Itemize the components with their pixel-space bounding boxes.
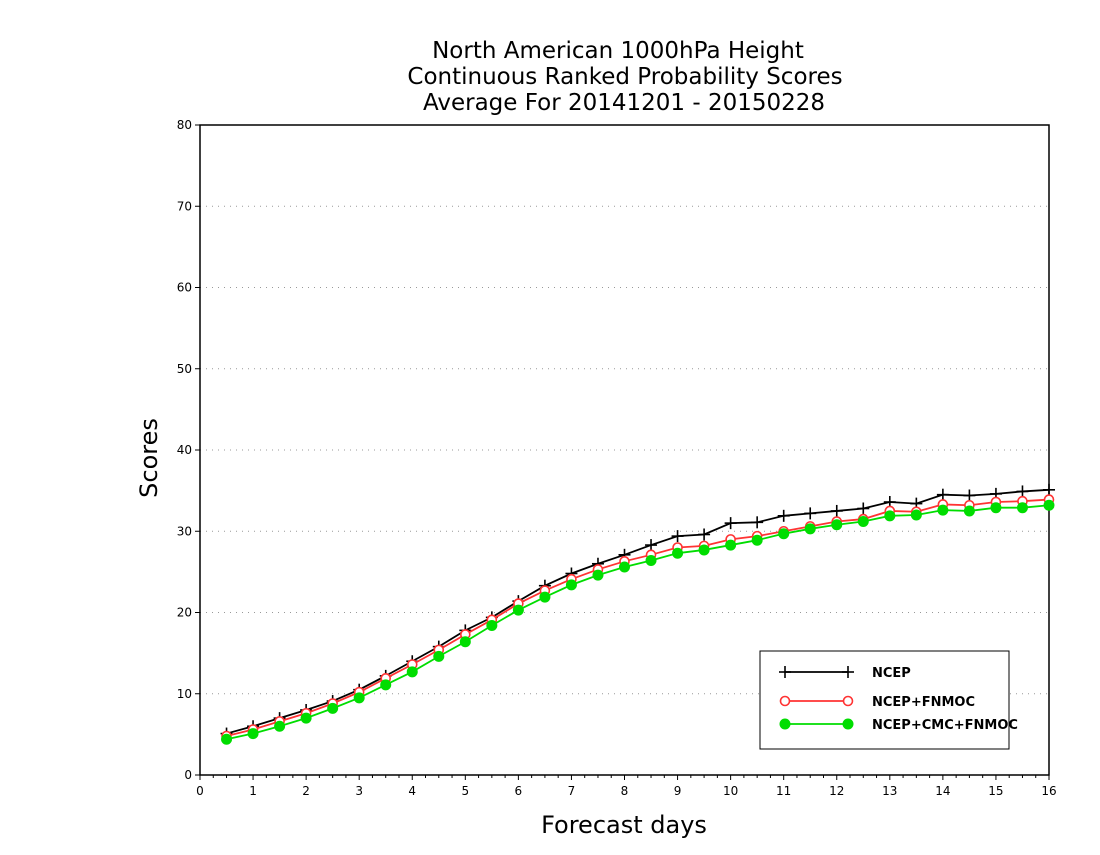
- chart-title-line-2: Continuous Ranked Probability Scores: [407, 64, 842, 90]
- x-tick-label: 6: [515, 784, 523, 798]
- data-point-ncep-cmc-fnmoc: [433, 650, 445, 662]
- grid: [200, 205, 1049, 695]
- legend-marker: [779, 666, 791, 678]
- data-point-ncep: [1016, 485, 1029, 498]
- x-tick-label: 9: [674, 784, 682, 798]
- data-point-ncep: [645, 539, 658, 552]
- legend-label: NCEP+CMC+FNMOC: [872, 718, 1018, 733]
- data-point-ncep-cmc-fnmoc: [327, 702, 339, 714]
- data-point-ncep-cmc-fnmoc: [539, 591, 551, 603]
- data-point-ncep-cmc-fnmoc: [512, 604, 524, 616]
- data-point-ncep-cmc-fnmoc: [565, 579, 577, 591]
- data-point-ncep-cmc-fnmoc: [725, 539, 737, 551]
- x-tick-label: 1: [249, 784, 257, 798]
- x-tick-label: 16: [1041, 784, 1056, 798]
- y-tick-label: 0: [184, 768, 192, 782]
- y-tick-label: 20: [177, 606, 192, 620]
- x-tick-label: 10: [723, 784, 738, 798]
- data-point-ncep: [830, 504, 843, 517]
- y-tick-label: 80: [177, 118, 192, 132]
- legend-marker: [779, 718, 791, 730]
- data-point-ncep-cmc-fnmoc: [751, 534, 763, 546]
- data-point-ncep-cmc-fnmoc: [486, 620, 498, 631]
- y-tick-label: 50: [177, 362, 192, 376]
- legend-label: NCEP: [872, 666, 911, 681]
- x-tick-label: 2: [302, 784, 310, 798]
- legend-item-ncep: NCEP: [779, 666, 911, 681]
- x-tick-label: 8: [621, 784, 629, 798]
- data-point-ncep-cmc-fnmoc: [645, 555, 657, 566]
- x-tick-label: 7: [568, 784, 576, 798]
- x-tick-label: 4: [408, 784, 416, 798]
- y-tick-label: 40: [177, 443, 192, 457]
- x-tick-label: 13: [882, 784, 897, 798]
- x-tick-label: 3: [355, 784, 363, 798]
- data-point-ncep-cmc-fnmoc: [353, 692, 365, 704]
- legend-marker: [842, 718, 854, 730]
- x-tick-label: 15: [988, 784, 1003, 798]
- data-point-ncep-cmc-fnmoc: [884, 510, 896, 522]
- data-point-ncep-cmc-fnmoc: [698, 544, 710, 556]
- data-point-ncep-cmc-fnmoc: [937, 504, 949, 516]
- legend-label: NCEP+FNMOC: [872, 695, 975, 710]
- chart-title-line-1: North American 1000hPa Height: [432, 38, 804, 64]
- data-point-ncep-cmc-fnmoc: [300, 712, 312, 724]
- data-point-ncep-cmc-fnmoc: [1016, 502, 1028, 514]
- data-point-ncep: [857, 502, 870, 515]
- x-tick-label: 14: [935, 784, 950, 798]
- x-tick-label: 11: [776, 784, 791, 798]
- series-lines: [220, 483, 1055, 745]
- y-axis-title: Scores: [135, 418, 163, 498]
- legend-marker: [842, 666, 854, 678]
- data-point-ncep-cmc-fnmoc: [1043, 499, 1055, 511]
- y-tick-label: 60: [177, 281, 192, 295]
- chart-title-line-3: Average For 20141201 - 20150228: [423, 90, 825, 116]
- legend-marker: [842, 695, 854, 707]
- data-point-ncep: [963, 489, 976, 502]
- legend: NCEP NCEP+FNMOC NCEP+CMC+FNMOC: [759, 650, 1018, 750]
- data-point-ncep-cmc-fnmoc: [804, 523, 816, 535]
- data-point-ncep-cmc-fnmoc: [221, 733, 233, 745]
- data-point-ncep-cmc-fnmoc: [963, 505, 975, 517]
- legend-item-ncep-fnmoc: NCEP+FNMOC: [779, 695, 975, 710]
- data-point-ncep-cmc-fnmoc: [619, 561, 630, 573]
- data-point-ncep-cmc-fnmoc: [459, 636, 471, 648]
- data-point-ncep-cmc-fnmoc: [910, 509, 922, 521]
- legend-box: [759, 650, 1010, 750]
- y-tick-label: 30: [177, 524, 192, 538]
- data-point-ncep-cmc-fnmoc: [990, 502, 1002, 514]
- data-point-ncep: [1043, 483, 1055, 496]
- data-point-ncep: [804, 507, 817, 520]
- x-tick-label: 12: [829, 784, 844, 798]
- x-tick-label: 0: [196, 784, 204, 798]
- data-point-ncep-cmc-fnmoc: [778, 528, 790, 540]
- x-tick-label: 5: [461, 784, 469, 798]
- data-point-ncep: [698, 528, 711, 541]
- series-ncep-cmc-fnmoc: [221, 499, 1055, 745]
- data-point-ncep: [777, 509, 790, 522]
- legend-item-ncep-cmc-fnmoc: NCEP+CMC+FNMOC: [779, 718, 1018, 733]
- data-point-ncep-cmc-fnmoc: [857, 516, 869, 527]
- data-point-ncep-cmc-fnmoc: [406, 666, 418, 678]
- x-axis-title: Forecast days: [541, 811, 707, 839]
- data-point-ncep-cmc-fnmoc: [247, 728, 259, 740]
- data-point-ncep: [671, 530, 684, 543]
- data-point-ncep: [724, 517, 737, 530]
- data-point-ncep-cmc-fnmoc: [380, 679, 392, 691]
- data-point-ncep-cmc-fnmoc: [831, 519, 843, 531]
- y-tick-label: 70: [177, 199, 192, 213]
- data-point-ncep: [936, 488, 949, 501]
- data-point-ncep: [751, 516, 764, 529]
- data-point-ncep-cmc-fnmoc: [592, 569, 604, 581]
- data-point-ncep-cmc-fnmoc: [672, 547, 684, 559]
- y-tick-label: 10: [177, 687, 192, 701]
- legend-marker: [779, 695, 791, 707]
- data-point-ncep-cmc-fnmoc: [274, 720, 286, 732]
